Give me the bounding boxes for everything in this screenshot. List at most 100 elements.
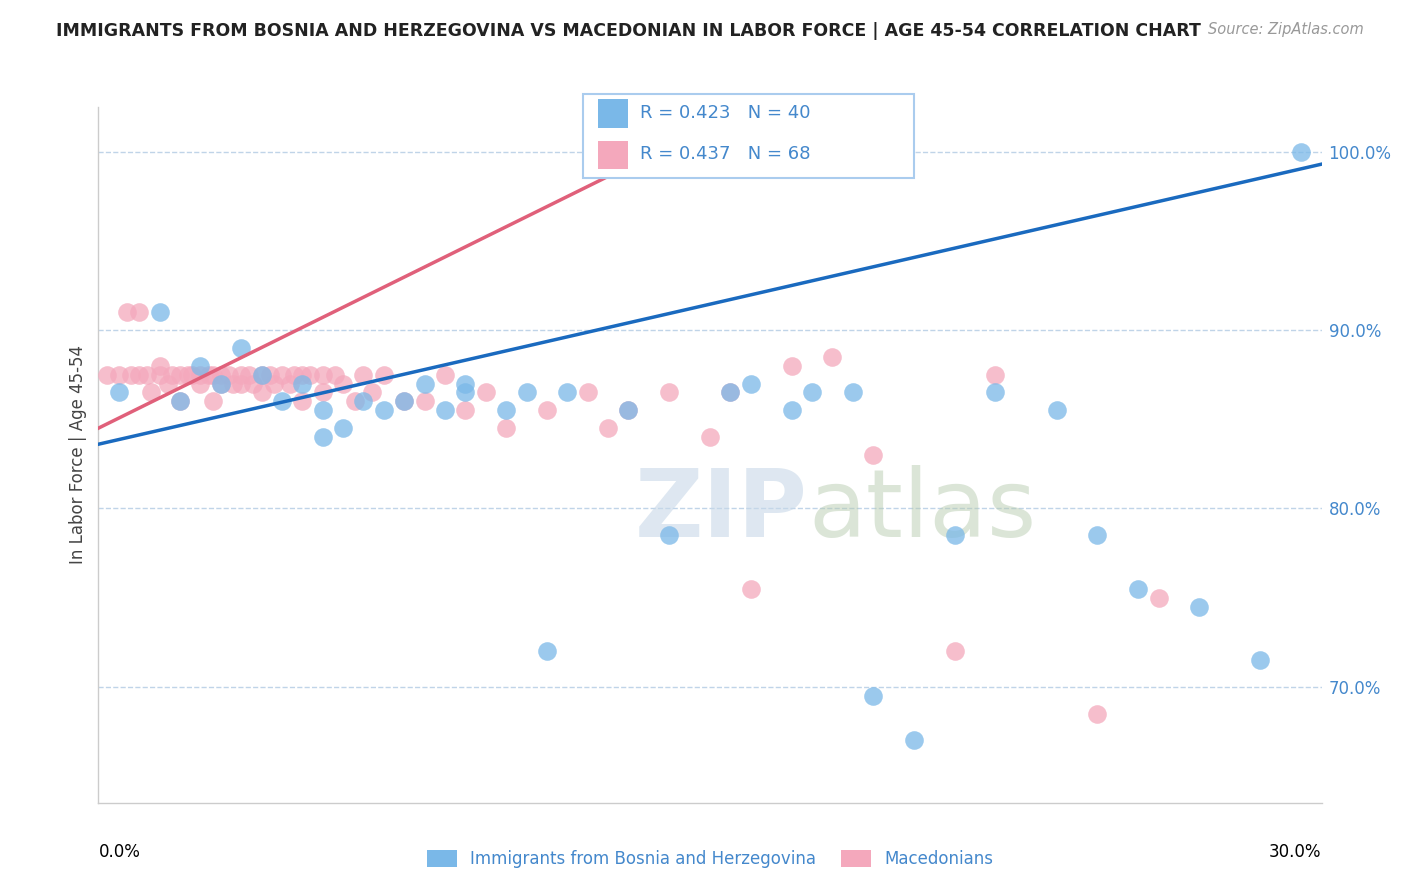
Point bbox=[392, 394, 416, 409]
Point bbox=[156, 376, 179, 391]
Text: R = 0.437   N = 68: R = 0.437 N = 68 bbox=[640, 145, 810, 163]
Point bbox=[291, 376, 314, 391]
Point bbox=[108, 385, 131, 400]
Point bbox=[360, 385, 382, 400]
Point bbox=[201, 394, 224, 409]
Point bbox=[617, 403, 640, 417]
Point bbox=[222, 376, 245, 391]
Point bbox=[720, 385, 742, 400]
Point bbox=[278, 376, 301, 391]
Point bbox=[841, 385, 863, 400]
Text: ZIP: ZIP bbox=[636, 465, 808, 557]
Point bbox=[801, 385, 824, 400]
Y-axis label: In Labor Force | Age 45-54: In Labor Force | Age 45-54 bbox=[69, 345, 87, 565]
Point bbox=[454, 376, 477, 391]
Point bbox=[943, 644, 966, 658]
Point bbox=[250, 368, 273, 382]
Point bbox=[231, 341, 253, 355]
Point bbox=[283, 368, 305, 382]
Point bbox=[557, 385, 579, 400]
Point bbox=[1188, 599, 1211, 614]
Point bbox=[373, 403, 395, 417]
Point bbox=[231, 376, 253, 391]
Point bbox=[862, 448, 884, 462]
Point bbox=[209, 376, 232, 391]
Text: 30.0%: 30.0% bbox=[1270, 843, 1322, 861]
Point bbox=[169, 368, 191, 382]
Point bbox=[984, 368, 1007, 382]
Point bbox=[120, 368, 142, 382]
Point bbox=[617, 403, 640, 417]
Point bbox=[181, 368, 204, 382]
Point bbox=[332, 421, 354, 435]
Point bbox=[373, 368, 395, 382]
Point bbox=[392, 394, 416, 409]
Point bbox=[474, 385, 498, 400]
Point bbox=[115, 305, 138, 319]
Point bbox=[699, 430, 721, 444]
Text: 0.0%: 0.0% bbox=[98, 843, 141, 861]
Legend: Immigrants from Bosnia and Herzegovina, Macedonians: Immigrants from Bosnia and Herzegovina, … bbox=[420, 843, 1000, 874]
Point bbox=[312, 368, 335, 382]
Point bbox=[299, 368, 322, 382]
Point bbox=[218, 368, 240, 382]
Point bbox=[454, 403, 477, 417]
Point bbox=[270, 368, 294, 382]
Point bbox=[576, 385, 599, 400]
Point bbox=[1291, 145, 1313, 159]
Point bbox=[495, 421, 517, 435]
Point bbox=[160, 368, 183, 382]
Point bbox=[108, 368, 131, 382]
Point bbox=[536, 644, 558, 658]
Point bbox=[270, 394, 294, 409]
Point bbox=[263, 376, 285, 391]
Text: R = 0.423   N = 40: R = 0.423 N = 40 bbox=[640, 104, 810, 122]
Point bbox=[658, 385, 681, 400]
Point bbox=[720, 385, 742, 400]
Point bbox=[1045, 403, 1069, 417]
Point bbox=[136, 368, 159, 382]
Point bbox=[238, 368, 260, 382]
Point bbox=[149, 359, 172, 373]
Point bbox=[312, 385, 335, 400]
Point bbox=[188, 376, 212, 391]
Point bbox=[740, 376, 762, 391]
Point bbox=[413, 376, 436, 391]
Point bbox=[352, 394, 374, 409]
Point bbox=[536, 403, 558, 417]
Point bbox=[516, 385, 538, 400]
Point bbox=[169, 394, 191, 409]
Point bbox=[344, 394, 367, 409]
Text: atlas: atlas bbox=[808, 465, 1036, 557]
Point bbox=[250, 385, 273, 400]
Point bbox=[209, 368, 232, 382]
Text: IMMIGRANTS FROM BOSNIA AND HERZEGOVINA VS MACEDONIAN IN LABOR FORCE | AGE 45-54 : IMMIGRANTS FROM BOSNIA AND HERZEGOVINA V… bbox=[56, 22, 1201, 40]
Point bbox=[291, 368, 314, 382]
Point bbox=[454, 385, 477, 400]
Text: Source: ZipAtlas.com: Source: ZipAtlas.com bbox=[1208, 22, 1364, 37]
Point bbox=[780, 359, 803, 373]
Point bbox=[352, 368, 374, 382]
Point bbox=[291, 394, 314, 409]
Point bbox=[188, 359, 212, 373]
Point bbox=[323, 368, 346, 382]
Point bbox=[141, 385, 163, 400]
Point bbox=[413, 394, 436, 409]
Point bbox=[903, 733, 925, 747]
Point bbox=[128, 305, 150, 319]
Point bbox=[149, 368, 172, 382]
Point bbox=[1085, 528, 1108, 542]
Point bbox=[242, 376, 264, 391]
Point bbox=[312, 430, 335, 444]
Point bbox=[169, 394, 191, 409]
Point bbox=[250, 368, 273, 382]
Point bbox=[231, 368, 253, 382]
Point bbox=[862, 689, 884, 703]
Point bbox=[434, 368, 457, 382]
Point bbox=[984, 385, 1007, 400]
Point bbox=[197, 368, 219, 382]
Point bbox=[1249, 653, 1271, 667]
Point bbox=[943, 528, 966, 542]
Point bbox=[188, 368, 212, 382]
Point bbox=[495, 403, 517, 417]
